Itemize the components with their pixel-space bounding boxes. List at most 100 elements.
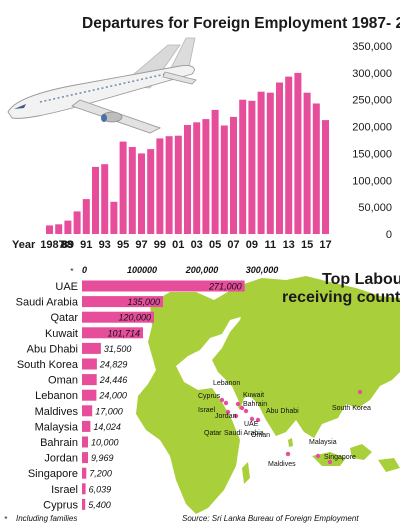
country-bar: [82, 452, 88, 464]
departure-bar-1987: [46, 225, 53, 234]
departure-bar-2002: [184, 125, 191, 234]
map-label: Lebanon: [213, 380, 240, 387]
chart-title: Departures for Foreign Employment 1987- …: [82, 15, 400, 32]
country-bar: [82, 389, 97, 401]
departure-bar-2003: [193, 122, 201, 234]
country-label: Kuwait: [45, 328, 78, 340]
departure-bar-1993: [101, 164, 109, 234]
country-label: UAE: [55, 281, 78, 293]
departure-bar-1992: [92, 166, 99, 234]
country-label: Abu Dhabi: [27, 343, 78, 355]
country-label: Cyprus: [43, 499, 78, 511]
map-marker: [233, 413, 239, 419]
departure-bar-2016: [312, 103, 320, 234]
map-marker: [357, 389, 363, 395]
map-marker: [239, 405, 245, 411]
country-value-label: 101,714: [107, 328, 140, 338]
departure-bar-1997: [138, 153, 145, 234]
map-label: Malaysia: [309, 439, 337, 446]
departures-bars: [46, 72, 329, 235]
country-label: Bahrain: [40, 437, 78, 449]
country-label: Maldives: [35, 406, 79, 418]
country-bars: UAE 271,000 Saudi Arabia 135,000 Qatar 120,00…: [16, 280, 245, 511]
map-marker: [315, 453, 321, 459]
x-tick-label: 15: [301, 239, 313, 251]
country-value-label: 5,400: [88, 500, 111, 510]
y-tick-label: 200,000: [352, 122, 392, 134]
country-label: Saudi Arabia: [16, 297, 79, 309]
map-marker: [285, 451, 291, 457]
departure-bar-2000: [165, 136, 173, 234]
map-country-markers: [219, 389, 363, 465]
country-value-label: 10,000: [91, 438, 119, 448]
country-value-label: 120,000: [118, 313, 151, 323]
h-tick-label: 0: [82, 265, 87, 275]
footnote-text: Including families: [16, 514, 77, 523]
x-tick-label: 03: [191, 239, 203, 251]
x-tick-label: 97: [135, 239, 147, 251]
map-marker: [235, 401, 241, 407]
y-tick-label: 150,000: [352, 148, 392, 160]
map-label: Maldives: [268, 461, 296, 468]
country-value-label: 24,446: [99, 375, 128, 385]
departure-bar-2005: [211, 109, 219, 234]
map-label: Qatar: [204, 430, 222, 437]
country-value-label: 31,500: [104, 344, 132, 354]
map-marker: [243, 408, 249, 414]
country-value-label: 24,829: [99, 360, 128, 370]
x-tick-label: 17: [319, 239, 331, 251]
departure-bar-2015: [303, 92, 311, 234]
map-marker: [219, 397, 225, 403]
country-value-label: 135,000: [127, 297, 160, 307]
x-tick-label: 11: [264, 239, 276, 251]
x-tick-label: 93: [99, 239, 111, 251]
x-tick-label: 07: [227, 239, 239, 251]
x-tick-label: 99: [154, 239, 166, 251]
departure-bar-2010: [257, 91, 265, 234]
h-tick-label: 300,000: [246, 265, 279, 275]
departure-bar-1988: [55, 224, 63, 234]
map-label: Saudi Arabia: [224, 430, 264, 437]
x-tick-label: 01: [172, 239, 184, 251]
country-label: Lebanon: [35, 390, 78, 402]
top-labour-title-line2: receiving countries: [282, 289, 400, 306]
country-bar: [82, 327, 143, 339]
y-axis-ticks: 350,000 300,000 250,000 200,000 150,000 100,0…: [352, 41, 392, 241]
departure-bar-2007: [230, 116, 237, 234]
departure-bar-1995: [119, 141, 127, 234]
departure-bar-2006: [220, 125, 228, 234]
country-bar: [82, 420, 91, 432]
y-tick-label: 0: [386, 229, 392, 241]
asterisk-marker: *: [70, 267, 74, 276]
departure-bar-1994: [110, 201, 118, 234]
map-label: South Korea: [332, 405, 371, 412]
country-value-label: 271,000: [208, 282, 242, 292]
x-tick-label: 1987: [40, 239, 64, 251]
country-bar: [82, 342, 101, 354]
y-tick-label: 350,000: [352, 41, 392, 53]
departure-bar-2009: [248, 100, 256, 234]
country-label: Jordan: [44, 453, 78, 465]
departure-bar-2017: [322, 120, 329, 234]
h-tick-label: 100000: [127, 265, 157, 275]
country-label: Singapore: [28, 468, 78, 480]
departure-bar-1989: [64, 220, 72, 234]
country-label: Oman: [48, 375, 78, 387]
country-label: South Korea: [17, 359, 79, 371]
map-marker: [223, 400, 229, 406]
map-label: UAE: [244, 421, 259, 428]
country-value-label: 17,000: [95, 406, 123, 416]
map-label: Cyprus: [198, 393, 221, 400]
x-tick-label: 88: [61, 239, 73, 251]
country-value-label: 14,024: [93, 422, 121, 432]
departure-bar-2014: [294, 72, 302, 235]
country-label: Qatar: [50, 312, 78, 324]
map-label: Bahrain: [243, 401, 267, 408]
map-label: Singapore: [324, 454, 356, 461]
x-tick-label: 13: [283, 239, 295, 251]
map-marker: [255, 417, 261, 423]
departure-bar-1990: [73, 211, 81, 234]
